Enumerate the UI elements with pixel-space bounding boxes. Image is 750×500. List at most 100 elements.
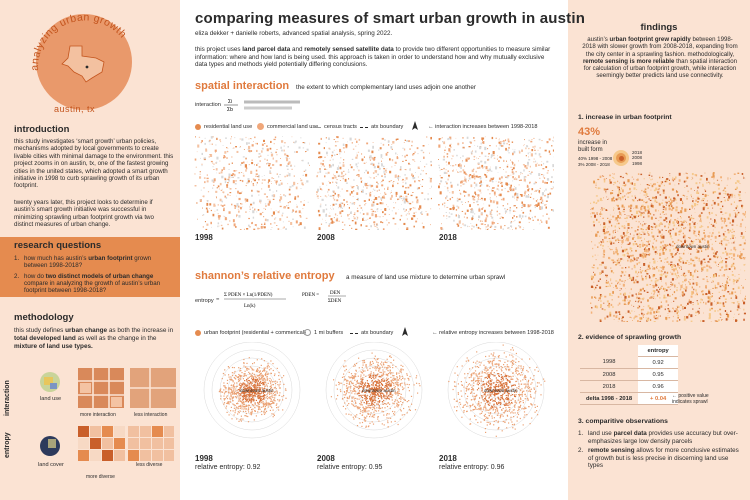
map-texture-mark	[482, 220, 483, 222]
map-texture-mark	[393, 202, 394, 203]
map-texture-mark	[382, 165, 385, 168]
map-texture-mark	[258, 156, 260, 158]
footprint-mark	[277, 399, 279, 401]
footprint-mark	[515, 361, 517, 363]
footprint-mark	[378, 391, 380, 394]
map-texture-mark	[340, 202, 343, 204]
map-texture-mark	[255, 175, 257, 177]
footprint-mark	[515, 391, 518, 393]
footprint-mark	[382, 372, 384, 375]
footprint-mark	[364, 370, 366, 372]
map-texture-mark	[491, 221, 494, 225]
map-texture-mark	[411, 173, 413, 177]
map-texture-mark	[504, 208, 506, 210]
map-texture-mark	[293, 175, 295, 177]
footprint-mark	[503, 385, 505, 387]
footprint-mark	[381, 379, 383, 381]
footprint-mark	[244, 395, 246, 398]
map-texture-mark	[419, 180, 421, 181]
footprint-mark	[411, 403, 413, 405]
footprint-mark	[499, 388, 501, 390]
map-texture-mark	[390, 147, 391, 148]
map-texture-mark	[319, 188, 322, 190]
footprint-mark	[485, 383, 487, 385]
footprint-mark	[486, 409, 488, 411]
footprint-mark	[265, 372, 267, 374]
map-texture-mark	[321, 182, 323, 184]
map-texture-mark	[381, 162, 383, 165]
footprint-mark	[502, 379, 505, 381]
footprint-mark	[239, 389, 241, 391]
footprint-mark	[234, 392, 236, 395]
map-texture-mark	[219, 160, 221, 162]
footprint-mark	[237, 411, 239, 413]
map-texture-mark	[593, 201, 595, 204]
footprint-mark	[256, 387, 258, 389]
footprint-mark	[272, 409, 274, 411]
map-texture-mark	[283, 194, 285, 196]
map-texture-mark	[331, 157, 332, 159]
map-texture-mark	[237, 177, 240, 179]
map-texture-mark	[501, 184, 503, 186]
map-texture-mark	[464, 165, 465, 167]
map-texture-mark	[411, 140, 413, 142]
footprint-mark	[516, 420, 518, 422]
map-texture-mark	[489, 145, 491, 147]
map-texture-mark	[250, 203, 253, 206]
footprint-mark	[521, 408, 523, 410]
map-texture-mark	[239, 206, 242, 210]
footprint-mark	[490, 380, 492, 383]
map-texture-mark	[320, 166, 322, 168]
footprint-mark	[364, 383, 366, 385]
map-texture-mark	[247, 181, 249, 184]
map-texture-mark	[421, 222, 423, 224]
footprint-mark	[491, 362, 493, 364]
footprint-mark	[258, 371, 260, 373]
map-texture-mark	[443, 167, 445, 170]
footprint-mark	[260, 364, 262, 366]
footprint-mark	[248, 357, 250, 359]
map-texture-mark	[420, 149, 423, 152]
footprint-mark	[400, 393, 402, 395]
footprint-mark	[457, 393, 459, 395]
footprint-mark	[253, 399, 255, 401]
footprint-mark	[506, 366, 508, 368]
map-texture-mark	[342, 207, 343, 209]
footprint-mark	[362, 410, 364, 412]
map-texture-mark	[365, 225, 368, 227]
footprint-mark	[512, 394, 514, 396]
footprint-mark	[392, 382, 394, 384]
footprint-mark	[242, 418, 244, 420]
footprint-mark	[350, 390, 352, 392]
map-texture-mark	[220, 221, 222, 223]
map-texture-mark	[528, 216, 530, 220]
map-texture-mark	[720, 260, 723, 264]
map-texture-mark	[224, 178, 227, 181]
footprint-mark	[523, 390, 525, 392]
map-texture-mark	[402, 147, 404, 149]
footprint-mark	[391, 396, 393, 399]
footprint-mark	[486, 401, 488, 403]
footprint-mark	[246, 387, 248, 389]
footprint-mark	[275, 404, 277, 406]
footprint-mark	[382, 388, 384, 390]
footprint-mark	[490, 367, 492, 369]
map-texture-mark	[256, 182, 258, 184]
footprint-mark	[525, 385, 527, 387]
map-texture-mark	[471, 228, 473, 230]
findings-text: austin’s urban footprint grew rapidly be…	[582, 36, 738, 80]
footprint-mark	[283, 395, 285, 397]
footprint-mark	[504, 382, 506, 384]
map-texture-mark	[543, 174, 545, 176]
map-texture-mark	[358, 169, 360, 172]
footprint-mark	[392, 410, 394, 413]
map-texture-mark	[528, 221, 530, 223]
map-texture-mark	[480, 160, 483, 163]
footprint-mark	[373, 411, 375, 413]
map-texture-mark	[539, 156, 542, 158]
map-texture-mark	[199, 173, 201, 175]
footprint-mark	[383, 394, 385, 396]
map-texture-mark	[473, 140, 476, 142]
footprint-mark	[506, 414, 508, 416]
map-texture-mark	[303, 200, 305, 201]
